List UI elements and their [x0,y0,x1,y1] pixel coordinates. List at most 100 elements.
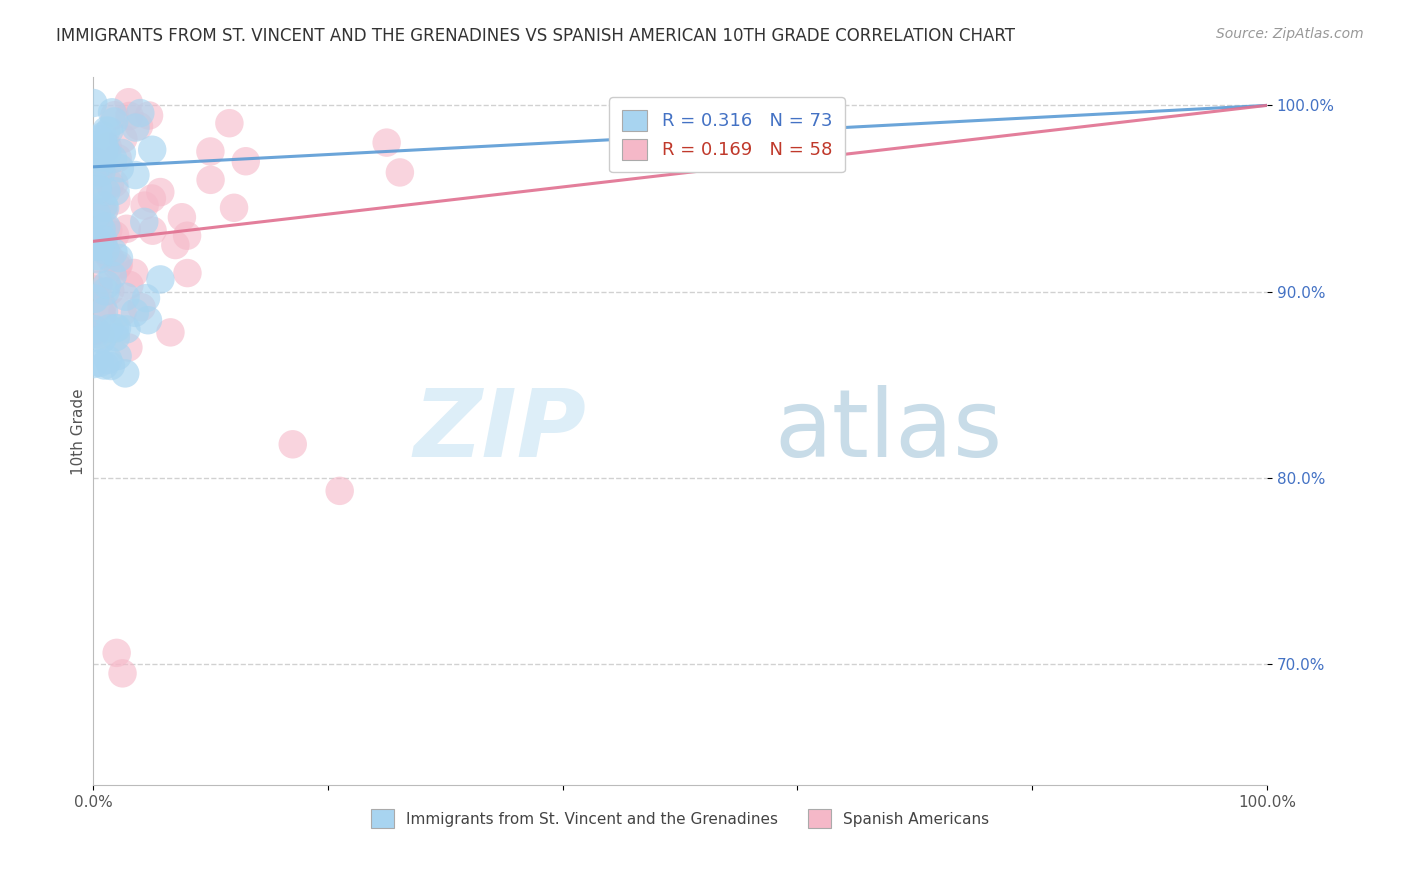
Point [329,483,352,498]
Point [134,198,156,212]
Point [117,95,139,110]
Point [93,199,115,213]
Point [141,192,163,206]
Point [97,223,120,237]
Point [114,290,136,304]
Point [159,326,181,340]
Point [93,241,115,255]
Point [98,177,121,191]
Point [105,646,128,660]
Point [83,168,105,182]
Point [112,132,135,146]
Point [96,219,118,234]
Point [90,156,112,170]
Point [375,136,398,150]
Point [170,211,193,225]
Point [114,367,136,381]
Point [101,105,124,120]
Point [90,136,112,151]
Point [84,155,107,169]
Point [90,165,112,179]
Point [176,228,198,243]
Point [131,300,153,314]
Point [82,95,104,110]
Point [94,285,117,299]
Point [235,154,257,169]
Point [176,266,198,280]
Point [222,201,245,215]
Point [89,328,111,343]
Point [87,235,110,250]
Point [87,277,110,292]
Point [93,233,115,247]
Point [84,184,107,198]
Point [103,114,125,128]
Point [200,173,222,187]
Point [103,108,125,122]
Point [87,183,110,197]
Point [86,206,108,220]
Point [122,266,145,280]
Point [218,116,240,130]
Point [101,268,124,283]
Point [108,161,131,176]
Point [105,321,128,335]
Point [97,139,120,153]
Point [128,119,150,133]
Point [89,151,111,165]
Text: Source: ZipAtlas.com: Source: ZipAtlas.com [1216,27,1364,41]
Point [107,260,129,274]
Point [83,322,105,336]
Point [104,228,127,243]
Point [103,152,125,166]
Point [84,143,107,157]
Point [111,145,134,160]
Text: ZIP: ZIP [413,385,586,477]
Point [124,168,146,182]
Point [107,258,129,272]
Point [107,349,129,363]
Point [117,341,139,355]
Point [281,437,304,451]
Point [84,324,107,338]
Point [105,194,128,208]
Point [89,132,111,146]
Point [83,357,105,371]
Point [89,239,111,253]
Point [93,145,115,159]
Point [136,313,159,327]
Point [104,184,127,198]
Point [98,124,121,138]
Point [104,321,127,335]
Point [138,108,160,122]
Point [96,123,118,137]
Point [94,244,117,258]
Point [124,306,146,320]
Point [84,219,107,234]
Point [83,292,105,306]
Point [90,333,112,347]
Point [93,359,115,373]
Y-axis label: 10th Grade: 10th Grade [72,388,86,475]
Point [98,284,121,298]
Point [97,352,120,367]
Point [91,299,114,313]
Point [149,185,172,199]
Point [93,139,115,153]
Text: IMMIGRANTS FROM ST. VINCENT AND THE GRENADINES VS SPANISH AMERICAN 10TH GRADE CO: IMMIGRANTS FROM ST. VINCENT AND THE GREN… [56,27,1015,45]
Point [104,330,127,344]
Point [107,151,129,165]
Point [94,201,117,215]
Point [86,208,108,222]
Point [87,252,110,267]
Point [91,331,114,345]
Text: atlas: atlas [775,385,1002,477]
Point [96,246,118,260]
Point [90,222,112,236]
Point [115,221,138,235]
Point [200,145,222,159]
Point [103,177,125,191]
Point [96,277,118,292]
Point [93,141,115,155]
Point [96,185,118,199]
